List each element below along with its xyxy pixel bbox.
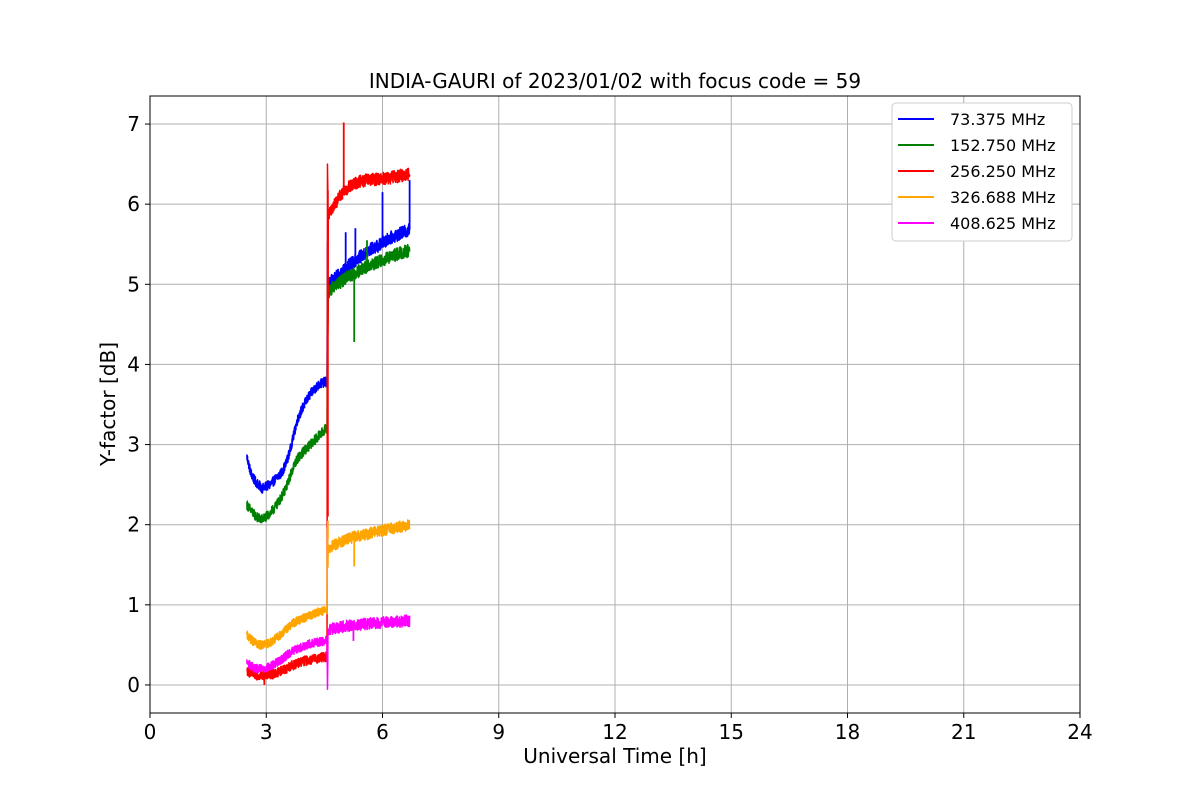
y-tick-label: 0 [127, 673, 140, 697]
legend-label: 152.750 MHz [950, 136, 1055, 155]
x-tick-label: 18 [835, 720, 860, 744]
legend-label: 256.250 MHz [950, 162, 1055, 181]
x-tick-label: 24 [1067, 720, 1092, 744]
y-tick-label: 2 [127, 513, 140, 537]
x-tick-label: 3 [260, 720, 273, 744]
chart-title: INDIA-GAURI of 2023/01/02 with focus cod… [369, 69, 861, 93]
series-4-group [246, 614, 411, 690]
legend: 73.375 MHz 152.750 MHz 256.250 MHz 326.688 … [891, 102, 1073, 242]
series-layer [246, 122, 411, 690]
legend-label: 326.688 MHz [950, 188, 1055, 207]
y-tick-label: 3 [127, 433, 140, 457]
legend-box [891, 102, 1073, 242]
x-tick-label: 6 [376, 720, 389, 744]
y-tick-label: 1 [127, 593, 140, 617]
y-axis-label: Y-factor [dB] [96, 342, 120, 467]
x-tick-label: 0 [144, 720, 157, 744]
grid-layer [150, 96, 1080, 713]
series-3-group [246, 519, 411, 650]
y-tick-label: 5 [127, 272, 140, 296]
series-line [246, 519, 411, 650]
legend-label: 408.625 MHz [950, 214, 1055, 233]
y-tick-label: 7 [127, 112, 140, 136]
legend-label: 73.375 MHz [950, 110, 1045, 129]
series-2-group [246, 122, 411, 685]
y-tick-label: 6 [127, 192, 140, 216]
x-tick-label: 21 [951, 720, 976, 744]
x-tick-label: 15 [719, 720, 744, 744]
series-line [246, 614, 411, 690]
y-tick-label: 4 [127, 352, 140, 376]
x-tick-label: 9 [492, 720, 505, 744]
x-tick-label: 12 [602, 720, 627, 744]
x-axis-label: Universal Time [h] [523, 744, 706, 768]
